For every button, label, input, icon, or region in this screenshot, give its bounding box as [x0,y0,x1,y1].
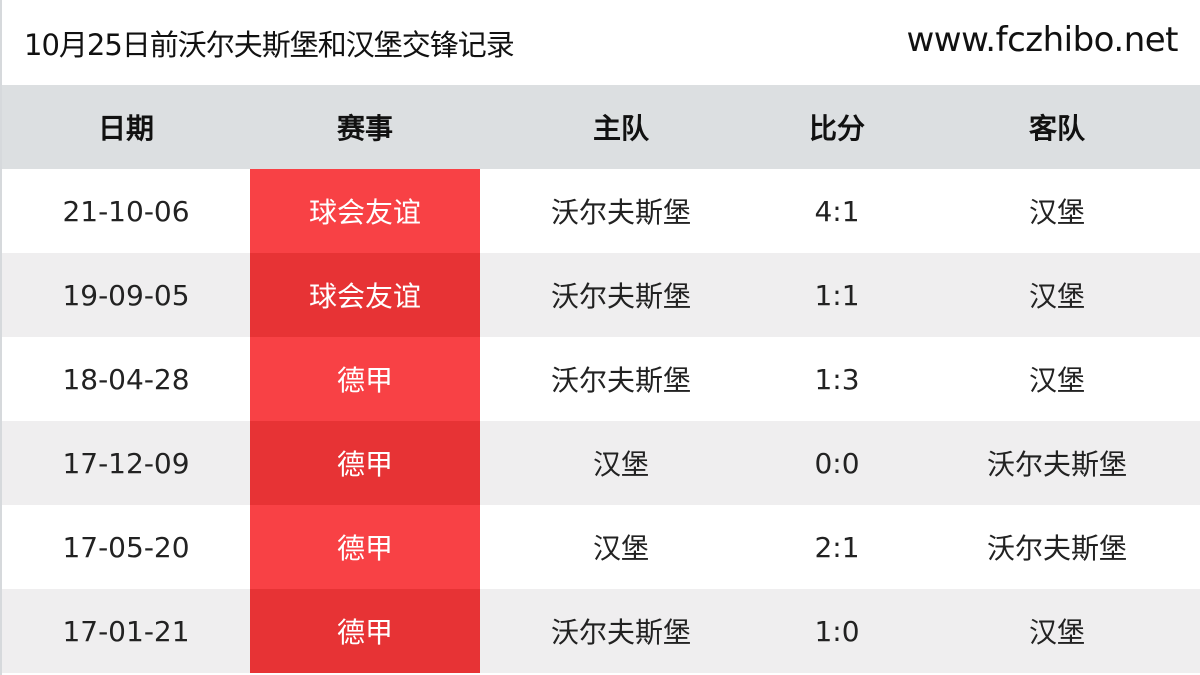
column-header-date: 日期 [2,85,250,169]
title-bar: 10月25日前沃尔夫斯堡和汉堡交锋记录 www.fczhibo.net [2,0,1200,85]
date-cell: 17-12-09 [2,421,250,505]
home-team-cell: 沃尔夫斯堡 [480,589,762,673]
score-cell: 1:3 [762,337,912,421]
away-team-cell: 汉堡 [912,253,1200,337]
home-team-cell: 沃尔夫斯堡 [480,337,762,421]
home-team-cell: 汉堡 [480,505,762,589]
column-header-home: 主队 [480,85,762,169]
home-team-cell: 沃尔夫斯堡 [480,169,762,253]
competition-cell: 德甲 [250,589,480,673]
away-team-cell: 沃尔夫斯堡 [912,505,1200,589]
column-header-away: 客队 [912,85,1200,169]
away-team-cell: 汉堡 [912,169,1200,253]
score-cell: 2:1 [762,505,912,589]
table-row: 17-12-09 德甲 汉堡 0:0 沃尔夫斯堡 [2,421,1200,505]
date-cell: 17-05-20 [2,505,250,589]
page-title: 10月25日前沃尔夫斯堡和汉堡交锋记录 [24,28,515,62]
column-header-competition: 赛事 [250,85,480,169]
table-header-row: 日期 赛事 主队 比分 客队 [2,85,1200,169]
competition-cell: 德甲 [250,337,480,421]
away-team-cell: 汉堡 [912,589,1200,673]
date-cell: 18-04-28 [2,337,250,421]
score-cell: 1:0 [762,589,912,673]
site-url: www.fczhibo.net [906,20,1178,60]
competition-cell: 球会友谊 [250,169,480,253]
score-cell: 1:1 [762,253,912,337]
match-history-table: 日期 赛事 主队 比分 客队 21-10-06 球会友谊 沃尔夫斯堡 4:1 汉堡 19-… [2,85,1200,673]
table-row: 19-09-05 球会友谊 沃尔夫斯堡 1:1 汉堡 [2,253,1200,337]
date-cell: 17-01-21 [2,589,250,673]
column-header-score: 比分 [762,85,912,169]
table-row: 18-04-28 德甲 沃尔夫斯堡 1:3 汉堡 [2,337,1200,421]
home-team-cell: 汉堡 [480,421,762,505]
competition-cell: 德甲 [250,421,480,505]
table-row: 17-05-20 德甲 汉堡 2:1 沃尔夫斯堡 [2,505,1200,589]
away-team-cell: 沃尔夫斯堡 [912,421,1200,505]
home-team-cell: 沃尔夫斯堡 [480,253,762,337]
competition-cell: 球会友谊 [250,253,480,337]
table-row: 21-10-06 球会友谊 沃尔夫斯堡 4:1 汉堡 [2,169,1200,253]
table-row: 17-01-21 德甲 沃尔夫斯堡 1:0 汉堡 [2,589,1200,673]
date-cell: 19-09-05 [2,253,250,337]
score-cell: 0:0 [762,421,912,505]
competition-cell: 德甲 [250,505,480,589]
away-team-cell: 汉堡 [912,337,1200,421]
date-cell: 21-10-06 [2,169,250,253]
score-cell: 4:1 [762,169,912,253]
